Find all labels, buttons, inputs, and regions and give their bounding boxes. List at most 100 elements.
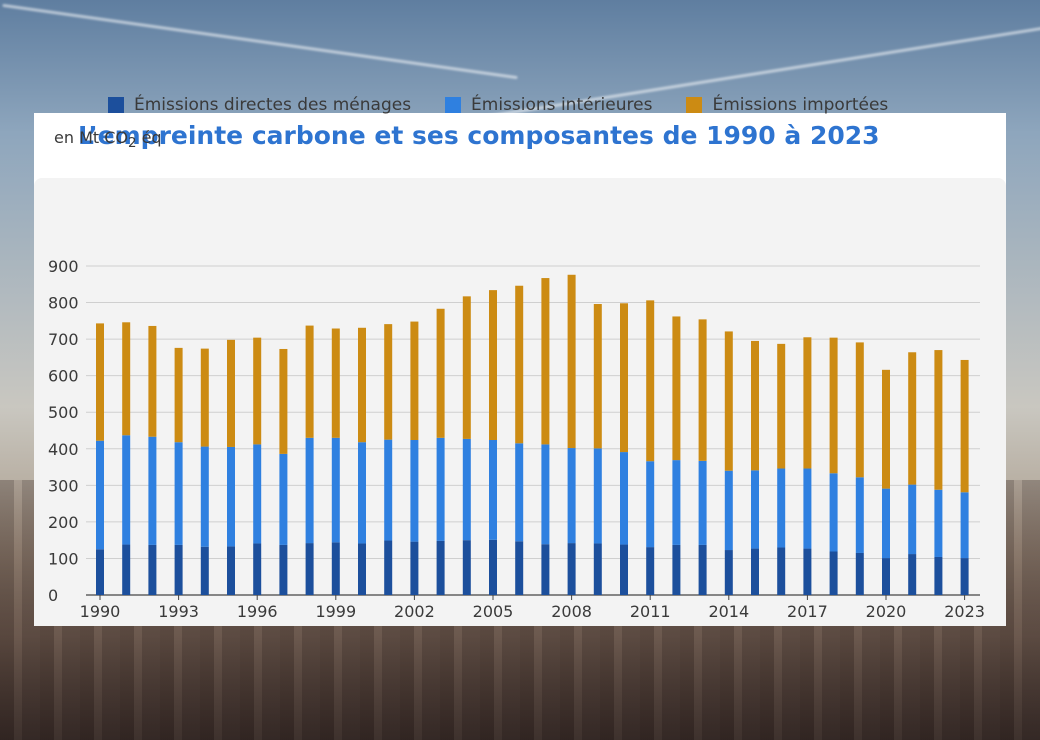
bar-segment-interieures — [620, 452, 628, 545]
x-tick-label: 2005 — [473, 602, 514, 621]
bar-segment-importees — [829, 337, 838, 474]
bar-segment-direct — [279, 544, 288, 595]
unit-prefix: en Mt CO — [54, 128, 128, 147]
legend-item-interieures: Émissions intérieures — [445, 95, 652, 115]
bar-segment-interieures — [489, 440, 497, 540]
bar-segment-interieures — [436, 437, 445, 541]
x-tick-label: 1993 — [158, 602, 199, 621]
legend-label-interieures: Émissions intérieures — [471, 95, 653, 115]
bar-segment-importees — [384, 324, 393, 440]
bar-segment-importees — [436, 308, 445, 438]
bar-segment-interieures — [279, 453, 288, 545]
bar-segment-importees — [593, 304, 602, 449]
y-tick-label: 100 — [48, 549, 79, 568]
bar-segment-importees — [358, 327, 366, 443]
bar-segment-importees — [462, 296, 471, 439]
bar-segment-interieures — [724, 470, 733, 551]
y-tick-label: 500 — [48, 403, 79, 422]
bar-segment-direct — [593, 543, 602, 595]
legend-label-importees: Émissions importées — [712, 95, 889, 115]
bar-segment-interieures — [96, 440, 104, 550]
bar-segment-direct — [200, 546, 209, 595]
x-tick-label: 2017 — [787, 602, 828, 621]
bar-segment-importees — [724, 331, 733, 471]
bar-segment-interieures — [672, 460, 681, 545]
bar-segment-interieures — [200, 446, 209, 547]
y-tick-label: 0 — [48, 586, 58, 605]
y-tick-label: 300 — [48, 476, 79, 495]
bar-segment-direct — [331, 542, 340, 595]
unit-label: en Mt CO2 éq — [54, 128, 162, 151]
bar-segment-interieures — [751, 470, 759, 549]
x-tick-label: 1996 — [237, 602, 278, 621]
bar-segment-interieures — [122, 435, 131, 545]
bar-segment-interieures — [777, 468, 786, 548]
bar-segment-interieures — [410, 440, 419, 542]
bar-segment-interieures — [855, 477, 864, 553]
bar-segment-direct — [620, 544, 628, 595]
legend-swatch-importees — [686, 97, 703, 113]
bar-segment-interieures — [829, 473, 838, 552]
bar-segment-importees — [672, 316, 681, 461]
bar-segment-direct — [384, 540, 393, 595]
bar-segment-interieures — [331, 437, 340, 543]
chart-title: L’empreinte carbone et ses composantes d… — [78, 121, 880, 150]
bar-segment-importees — [855, 342, 864, 478]
legend-swatch-interieures — [445, 97, 462, 113]
bar-segment-direct — [305, 543, 314, 595]
x-tick-label: 2014 — [708, 602, 749, 621]
bar-segment-direct — [489, 539, 497, 595]
unit-suffix: éq — [136, 128, 162, 147]
x-tick-label: 1999 — [315, 602, 356, 621]
bar-segment-interieures — [541, 444, 550, 545]
bar-segment-interieures — [803, 468, 812, 549]
bar-segment-importees — [882, 369, 890, 489]
bar-segment-direct — [646, 547, 655, 595]
bar-segment-importees — [541, 278, 550, 445]
bar-segment-importees — [122, 322, 131, 436]
bar-segment-direct — [410, 541, 419, 595]
bar-segment-direct — [698, 544, 707, 595]
bar-segment-interieures — [462, 438, 471, 541]
bar-segment-direct — [803, 548, 812, 595]
y-tick-label: 600 — [48, 367, 79, 386]
bar-segment-direct — [462, 540, 471, 595]
bar-segment-importees — [960, 359, 969, 493]
bar-segment-importees — [646, 300, 655, 462]
bar-segment-direct — [960, 558, 969, 595]
bar-segment-direct — [567, 543, 576, 595]
bar-segment-direct — [541, 544, 550, 595]
bar-segment-importees — [174, 347, 183, 443]
bar-segment-interieures — [227, 446, 235, 547]
bar-segment-interieures — [515, 443, 524, 542]
bar-segment-direct — [934, 556, 943, 595]
unit-subscript: 2 — [128, 136, 137, 152]
bar-segment-importees — [620, 303, 628, 453]
bar-segment-direct — [253, 543, 262, 595]
y-tick-label: 400 — [48, 440, 79, 459]
bar-segment-direct — [829, 551, 838, 595]
bar-segment-interieures — [358, 442, 366, 544]
bar-segment-importees — [331, 328, 340, 438]
bar-segment-importees — [305, 325, 314, 438]
legend-label-direct: Émissions directes des ménages — [134, 95, 412, 115]
bar-segment-direct — [855, 552, 864, 595]
bar-segment-importees — [489, 290, 497, 441]
bar-segment-interieures — [305, 437, 314, 544]
bar-segment-interieures — [148, 436, 157, 545]
bar-segment-importees — [253, 337, 262, 445]
y-tick-label: 700 — [48, 330, 79, 349]
bar-segment-interieures — [908, 484, 917, 555]
bar-segment-interieures — [567, 448, 576, 544]
legend-swatch-direct — [108, 97, 124, 113]
bar-segment-importees — [96, 323, 104, 441]
x-tick-label: 2020 — [866, 602, 907, 621]
bar-segment-direct — [908, 554, 917, 595]
y-tick-label: 800 — [48, 294, 79, 313]
bar-segment-direct — [358, 543, 366, 595]
bar-segment-importees — [698, 319, 707, 461]
bar-segment-importees — [148, 325, 157, 437]
x-tick-label: 2011 — [630, 602, 671, 621]
legend-item-importees: Émissions importées — [686, 95, 888, 115]
